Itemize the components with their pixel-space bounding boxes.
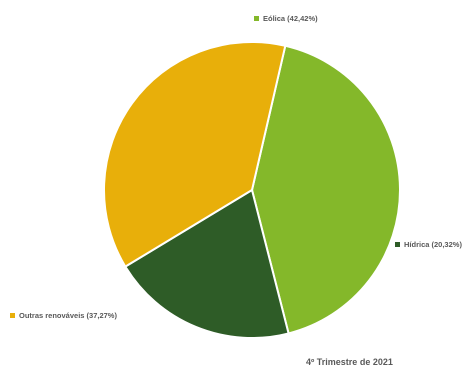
data-label-outras: Outras renováveis (37,27%) [10,311,117,321]
data-label-hidrica-text: Hídrica (20,32%) [404,240,462,249]
chart-subtitle: 4º Trimestre de 2021 [306,357,393,367]
hidrica-swatch [395,241,400,247]
pie-slice-outras-renov-veis [103,41,287,268]
data-label-eolica: Eólica (42,42%) [254,14,318,24]
data-label-hidrica: Hídrica (20,32%) [395,240,462,250]
data-label-eolica-text: Eólica (42,42%) [263,14,318,23]
outras-swatch [10,312,15,318]
pie-slice-e-lica [250,44,401,335]
pie-slice-h-drica [123,188,290,339]
eolica-swatch [254,15,259,21]
data-label-outras-text: Outras renováveis (37,27%) [19,311,117,320]
